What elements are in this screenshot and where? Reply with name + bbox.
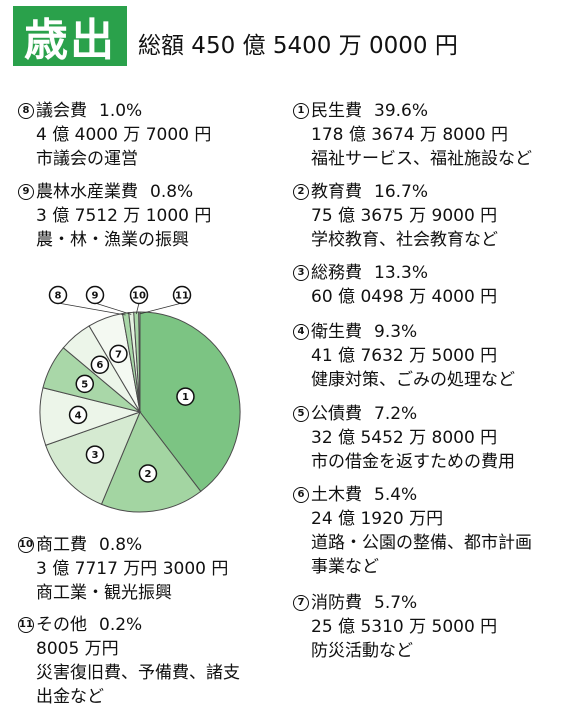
item-percent: 7.2%	[374, 404, 418, 424]
item-number: 3	[293, 265, 309, 281]
pie-label-5: 5	[81, 379, 88, 390]
item-percent: 5.4%	[374, 485, 418, 505]
pie-label-circle-5	[75, 374, 95, 394]
legend-item-11: 11 その他 0.2% 8005 万円 災害復旧費、予備費、諸支 出金など	[18, 613, 240, 709]
item-name: 農林水産業費	[36, 182, 138, 202]
item-percent: 0.2%	[99, 615, 143, 635]
pie-label-7: 7	[115, 349, 122, 360]
item-percent: 13.3%	[374, 263, 429, 283]
pie-label-1: 1	[182, 392, 189, 403]
item-number: 1	[293, 103, 309, 119]
item-percent: 0.8%	[99, 535, 143, 555]
item-number: 9	[18, 184, 34, 200]
pie-label-circle-11	[172, 285, 192, 305]
section-badge: 歳出	[13, 6, 127, 66]
item-desc: 災害復旧費、予備費、諸支	[36, 663, 240, 683]
legend-item-8: 8 議会費 1.0% 4 億 4000 万 7000 円 市議会の運営	[18, 99, 211, 171]
pie-label-4: 4	[75, 410, 82, 421]
item-desc: 防災活動など	[311, 641, 413, 661]
item-desc: 農・林・漁業の振興	[36, 230, 189, 250]
legend-item-3: 3 総務費 13.3% 60 億 0498 万 4000 円	[293, 261, 497, 309]
item-desc: 健康対策、ごみの処理など	[311, 370, 515, 390]
item-number: 2	[293, 184, 309, 200]
item-desc: 福祉サービス、福祉施設など	[311, 149, 532, 169]
pie-label-circle-7	[109, 344, 128, 364]
pie-label-10: 10	[132, 291, 146, 302]
legend-item-5: 5 公債費 7.2% 32 億 5452 万 8000 円 市の借金を返すための費用	[293, 402, 515, 474]
legend-item-7: 7 消防費 5.7% 25 億 5310 万 5000 円 防災活動など	[293, 591, 497, 663]
pie-label-circle-8	[48, 285, 68, 305]
leader-line-9	[94, 302, 132, 315]
legend-item-1: 1 民生費 39.6% 178 億 3674 万 8000 円 福祉サービス、福祉施…	[293, 99, 532, 171]
item-amount: 178 億 3674 万 8000 円	[311, 125, 508, 145]
item-percent: 1.0%	[99, 101, 143, 121]
item-amount: 60 億 0498 万 4000 円	[311, 287, 498, 307]
legend-item-4: 4 衛生費 9.3% 41 億 7632 万 5000 円 健康対策、ごみの処理など	[293, 320, 515, 392]
item-name: 議会費	[36, 101, 87, 121]
leader-line-11	[139, 302, 183, 315]
legend-item-2: 2 教育費 16.7% 75 億 3675 万 9000 円 学校教育、社会教育など	[293, 180, 498, 252]
item-desc: 商工業・観光振興	[36, 583, 172, 603]
pie-label-circle-4	[68, 405, 88, 425]
pie-label-11: 11	[175, 291, 189, 302]
leader-line-8	[57, 302, 126, 316]
item-number: 5	[293, 406, 309, 422]
pie-slice-2	[100, 411, 202, 513]
item-amount: 8005 万円	[36, 639, 119, 659]
legend-item-6: 6 土木費 5.4% 24 億 1920 万円 道路・公園の整備、都市計画 事業など	[293, 483, 532, 579]
item-percent: 39.6%	[374, 101, 429, 121]
item-amount: 4 億 4000 万 7000 円	[36, 125, 212, 145]
item-number: 8	[18, 103, 34, 119]
item-amount: 24 億 1920 万円	[311, 509, 444, 529]
item-desc: 学校教育、社会教育など	[311, 230, 498, 250]
item-percent: 5.7%	[374, 593, 418, 613]
pie-label-2: 2	[144, 469, 151, 480]
item-desc: 市議会の運営	[36, 149, 138, 169]
item-desc: 出金など	[36, 687, 104, 707]
item-percent: 9.3%	[374, 322, 418, 342]
pie-label-circle-1	[176, 387, 195, 406]
legend-item-9: 9 農林水産業費 0.8% 3 億 7512 万 1000 円 農・林・漁業の振興	[18, 180, 211, 252]
pie-label-8: 8	[55, 291, 62, 302]
item-name: 公債費	[311, 404, 362, 424]
pie-label-circle-3	[85, 445, 105, 464]
pie-slice-11	[138, 311, 141, 413]
item-percent: 0.8%	[150, 182, 194, 202]
pie-label-circle-10	[129, 285, 149, 305]
item-amount: 3 億 7512 万 1000 円	[36, 206, 212, 226]
item-name: 商工費	[36, 535, 87, 555]
item-name: 土木費	[311, 485, 362, 505]
pie-label-6: 6	[96, 360, 103, 371]
pie-label-9: 9	[92, 291, 99, 302]
pie-chart: 1 2 3 4 56 7 8 9 10 11	[39, 285, 241, 513]
pie-label-circle-9	[85, 285, 105, 305]
item-name: その他	[36, 615, 87, 635]
item-amount: 32 億 5452 万 8000 円	[311, 428, 498, 448]
item-name: 教育費	[311, 182, 362, 202]
pie-label-circle-6	[90, 355, 110, 374]
item-amount: 41 億 7632 万 5000 円	[311, 346, 498, 366]
leader-line-10	[135, 302, 140, 315]
item-amount: 75 億 3675 万 9000 円	[311, 206, 498, 226]
item-number: 7	[293, 595, 309, 611]
item-percent: 16.7%	[374, 182, 429, 202]
item-number: 4	[293, 324, 309, 340]
item-amount: 3 億 7717 万円 3000 円	[36, 559, 229, 579]
item-name: 民生費	[311, 101, 362, 121]
item-number: 10	[18, 537, 34, 553]
pie-label-circle-2	[138, 464, 158, 483]
item-number: 6	[293, 487, 309, 503]
item-name: 総務費	[311, 263, 362, 283]
item-amount: 25 億 5310 万 5000 円	[311, 617, 498, 637]
item-name: 消防費	[311, 593, 362, 613]
total-amount: 総額 450 億 5400 万 0000 円	[138, 33, 458, 59]
pie-label-3: 3	[91, 450, 98, 461]
item-name: 衛生費	[311, 322, 362, 342]
item-desc: 市の借金を返すための費用	[311, 452, 515, 472]
legend-item-10: 10 商工費 0.8% 3 億 7717 万円 3000 円 商工業・観光振興	[18, 533, 228, 605]
item-desc: 事業など	[311, 557, 379, 577]
item-number: 11	[18, 617, 34, 633]
item-desc: 道路・公園の整備、都市計画	[311, 533, 532, 553]
